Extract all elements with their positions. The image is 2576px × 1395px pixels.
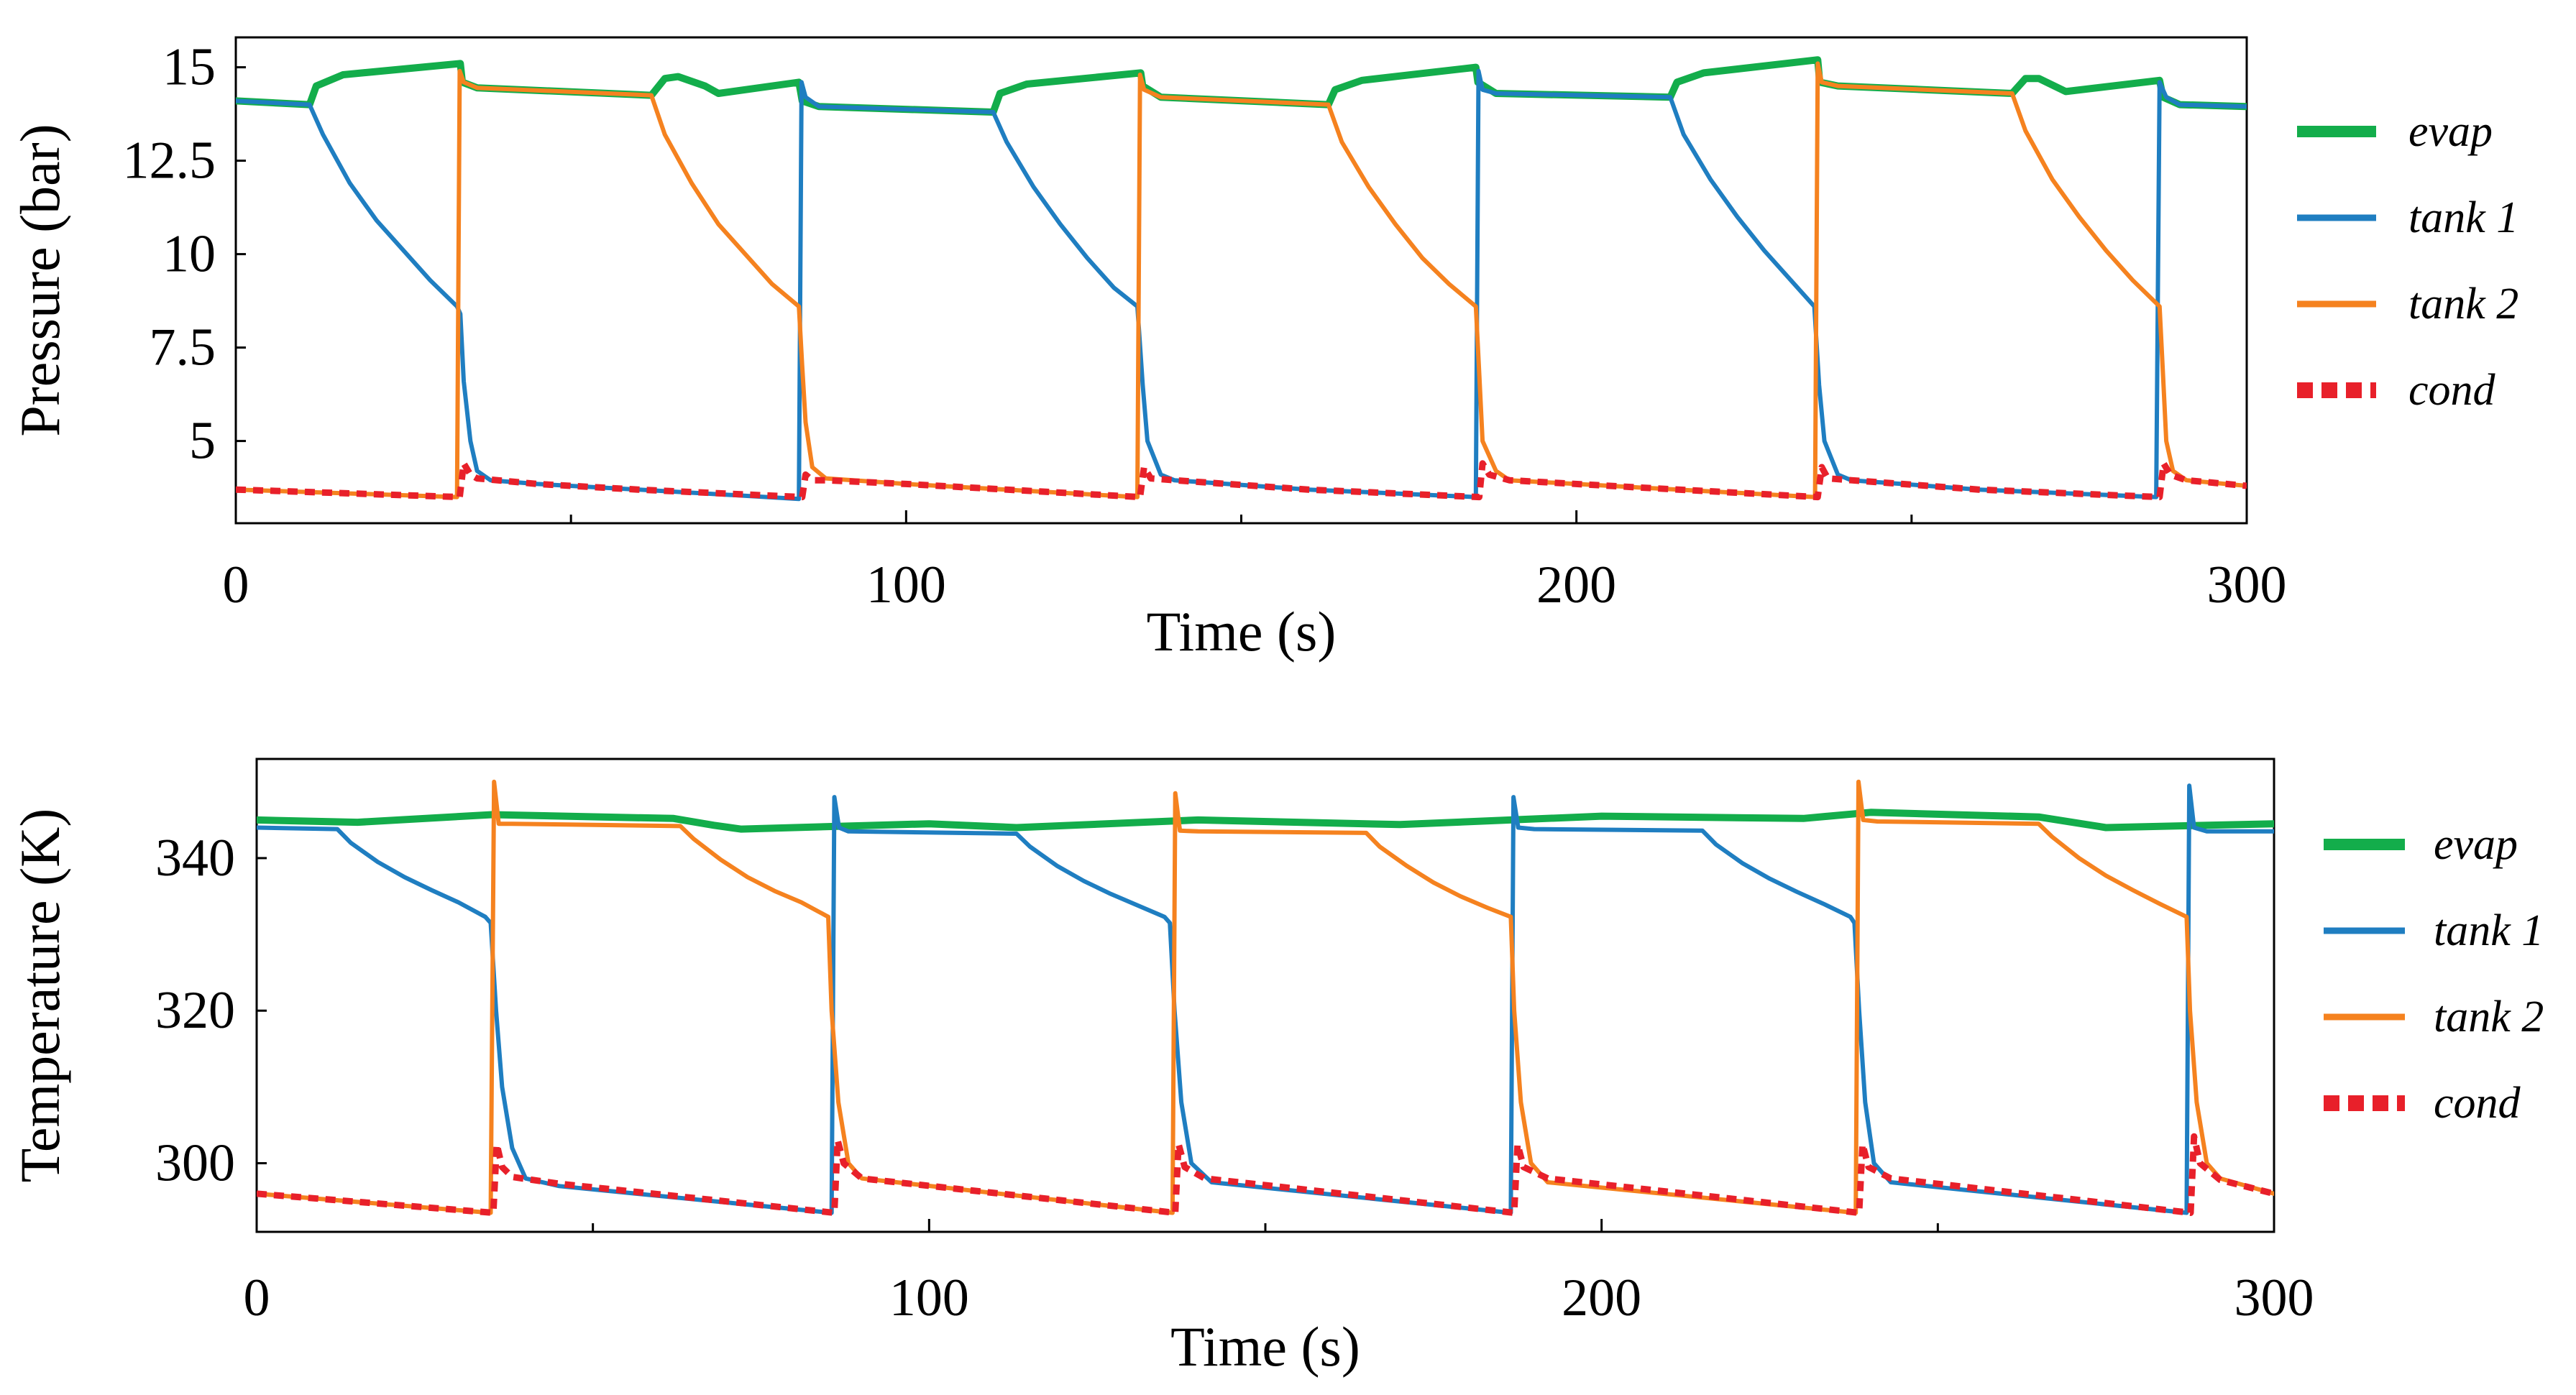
series-line-evap (257, 809, 2274, 833)
legend-label: tank 1 (2408, 193, 2518, 242)
series-line-cond (257, 1133, 2274, 1216)
plot-frame (234, 36, 2248, 525)
y-tick-label: 10 (162, 225, 216, 284)
legend-label: cond (2408, 366, 2496, 415)
series-line-tank-2 (257, 779, 2274, 1215)
y-axis-title: Temperature (K) (9, 809, 71, 1183)
x-axis-title: Time (s) (1147, 600, 1337, 663)
y-tick-label: 15 (162, 38, 216, 97)
series-group (236, 56, 2247, 502)
chart-2: 300 320 340 0 100 200 300 Time (s) Temperature (… (9, 758, 2544, 1378)
series-group (257, 779, 2274, 1216)
y-axis-title: Pressure (bar) (9, 124, 71, 436)
x-tick-label: 0 (223, 556, 249, 614)
x-tick-label: 100 (866, 556, 946, 614)
legend: evap tank 1 tank 2 cond (2297, 107, 2518, 415)
x-tick-label: 0 (244, 1269, 270, 1327)
x-tick-label: 200 (1562, 1269, 1641, 1327)
legend-label: cond (2434, 1079, 2521, 1128)
x-tick-label: 300 (2234, 1269, 2314, 1327)
y-tick-label: 300 (155, 1133, 235, 1192)
chart-1: 5 7.5 10 12.5 15 0 100 200 300 Time (s) Pressure (… (9, 36, 2518, 663)
y-tick-label: 7.5 (150, 318, 216, 377)
legend-label: tank 1 (2434, 906, 2544, 955)
legend: evap tank 1 tank 2 cond (2324, 820, 2544, 1128)
series-line-tank-1 (236, 68, 2247, 502)
y-tick-label: 340 (155, 829, 235, 888)
legend-label: evap (2434, 820, 2518, 869)
y-tick-label: 12.5 (123, 132, 216, 190)
x-tick-label: 300 (2207, 556, 2287, 614)
series-line-tank-1 (257, 783, 2274, 1215)
y-tick-label: 5 (189, 412, 216, 471)
series-line-tank-2 (236, 61, 2247, 499)
x-axis-title: Time (s) (1170, 1315, 1360, 1378)
x-tick-label: 100 (889, 1269, 969, 1327)
x-tick-label: 200 (1536, 556, 1616, 614)
y-tick-label: 320 (155, 981, 235, 1040)
legend-label: evap (2408, 107, 2493, 156)
series-line-cond (236, 460, 2247, 501)
legend-label: tank 2 (2434, 993, 2544, 1041)
series-line-evap (236, 56, 2247, 116)
legend-label: tank 2 (2408, 280, 2518, 328)
